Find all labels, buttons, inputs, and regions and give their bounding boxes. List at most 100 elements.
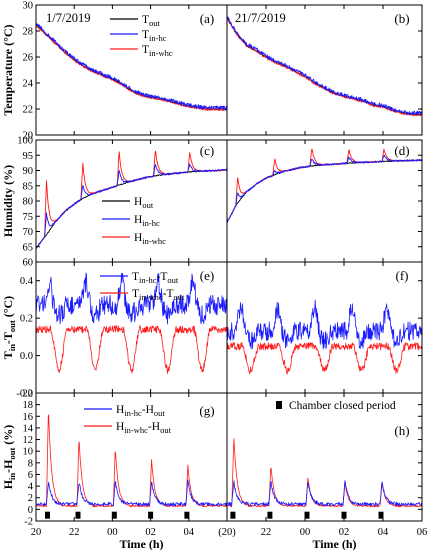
date-label-right: 21/7/2019	[235, 11, 286, 25]
closed-period-marker	[184, 511, 190, 519]
x-tick-label: 00	[300, 527, 311, 538]
y-tick-label: 90	[23, 166, 34, 177]
temp-out-line-L	[35, 24, 228, 111]
date-label-left: 1/7/2019	[46, 11, 90, 25]
x-tick-label: 22	[261, 527, 272, 538]
y-tick-label: 0	[28, 505, 33, 516]
dH-hc-line-R	[226, 480, 423, 507]
closed-period-marker	[267, 511, 273, 519]
panel-frame	[35, 261, 423, 394]
dT-hc-line-R	[226, 299, 423, 350]
panel-letter: (b)	[394, 11, 409, 26]
panel-letter: (e)	[200, 268, 214, 283]
temp-hc-line-R	[226, 16, 423, 116]
x-axis-title: Time (h)	[119, 537, 163, 550]
dT-whc-line-L	[35, 325, 228, 374]
closed-period-marker	[304, 511, 310, 519]
panel-letter: (d)	[394, 143, 409, 158]
x-tick-label: 02	[145, 527, 156, 538]
dH-legend-entry-label: Hin-whc-Hout	[116, 421, 172, 435]
y-tick-label: 70	[23, 227, 34, 238]
closed-period-marker	[230, 511, 236, 519]
x-axis-title: Time (h)	[312, 537, 356, 550]
y-tick-label: 28	[23, 27, 34, 38]
hum-hc-line-R	[226, 154, 423, 223]
y-tick-label: 0.2	[20, 314, 33, 325]
y-tick-label: 22	[23, 105, 34, 116]
dT-hc-line-L	[35, 272, 228, 325]
axes-layer	[35, 4, 423, 522]
closed-period-marker	[148, 511, 154, 519]
y-tick-label: 0.4	[20, 276, 34, 287]
closed-period-marker	[111, 511, 117, 519]
y-tick-label: 6	[28, 470, 33, 481]
y-tick-label: 10	[23, 447, 34, 458]
y-tick-label: 20	[23, 131, 34, 142]
y-tick-label: -2	[24, 517, 33, 528]
hum-out-line-R	[226, 159, 423, 223]
x-tick-label: 20	[31, 527, 42, 538]
panel-letter: (c)	[200, 143, 214, 158]
dT-whc-line-R	[226, 342, 423, 375]
y-tick-label: 4	[28, 482, 34, 493]
closed-period-marker	[378, 511, 384, 519]
dH-hc-line-L	[35, 479, 228, 507]
dH-whc-line-R	[226, 438, 423, 508]
closed-period-marker	[341, 511, 347, 519]
y-tick-label: 12	[23, 435, 34, 446]
plot-layer	[35, 16, 423, 519]
x-tick-label: 22	[69, 527, 80, 538]
hum-hc-line-L	[35, 163, 228, 250]
x-tick-label: 06	[417, 527, 428, 538]
panel-frame	[35, 4, 423, 136]
y-axis-title: Hin-Hout (%)	[1, 425, 17, 490]
panel-frame	[35, 392, 423, 522]
temp-legend-entry-label: Tout	[142, 14, 161, 28]
dH-legend-entry-label: Hin-hc-Hout	[116, 404, 165, 418]
y-axis-title: Temperature (°C)	[1, 24, 15, 115]
y-tick-label: 20	[23, 389, 34, 400]
y-tick-label: 0.0	[20, 351, 33, 362]
x-tick-label: 02	[339, 527, 350, 538]
x-tick-label: 00	[107, 527, 118, 538]
panel-letter: (h)	[394, 423, 409, 438]
closed-period-marker	[75, 511, 81, 519]
dT-legend-entry-label: Tin-whc-Tout	[132, 288, 185, 302]
y-tick-label: 26	[23, 53, 34, 64]
y-tick-label: 18	[23, 400, 34, 411]
y-tick-label: 75	[23, 212, 34, 223]
x-tick-label: 04	[378, 527, 389, 538]
temp-out-line-R	[226, 17, 423, 116]
y-tick-label: 60	[23, 258, 34, 269]
panel-letter: (a)	[200, 11, 214, 26]
panel-letter: (f)	[396, 268, 409, 283]
y-tick-label: 2	[28, 493, 33, 504]
y-axis-title: Humidity (%)	[1, 165, 15, 237]
y-tick-label: 30	[23, 1, 34, 12]
y-tick-label: 80	[23, 197, 34, 208]
temp-legend-entry-label: Tin-whc	[142, 44, 173, 58]
temp-whc-line-L	[35, 24, 228, 112]
closed-period-legend-label: Chamber closed period	[289, 400, 396, 412]
y-axis-title: Tin-Tout (°C)	[1, 296, 17, 359]
y-tick-label: 65	[23, 242, 34, 253]
temp-hc-line-L	[35, 22, 228, 111]
y-tick-label: 16	[23, 412, 34, 423]
y-tick-label: 14	[23, 423, 34, 434]
temp-whc-line-R	[226, 18, 423, 117]
y-tick-label: 24	[23, 79, 34, 90]
panel-frame	[35, 139, 423, 263]
dT-legend-entry-label: Tin-hc-Tout	[132, 271, 179, 285]
hum-whc-line-L	[35, 150, 228, 250]
panel-letter: (g)	[199, 403, 214, 418]
x-tick-label: (20)	[218, 527, 236, 538]
hum-whc-line-R	[226, 148, 423, 224]
x-tick-label: 04	[184, 527, 195, 538]
y-tick-label: 95	[23, 151, 34, 162]
y-tick-label: 100	[17, 136, 33, 147]
hum-legend-entry-label: Hin-hc	[134, 214, 160, 228]
closed-period-legend-marker	[276, 401, 282, 409]
closed-period-marker	[45, 511, 50, 519]
